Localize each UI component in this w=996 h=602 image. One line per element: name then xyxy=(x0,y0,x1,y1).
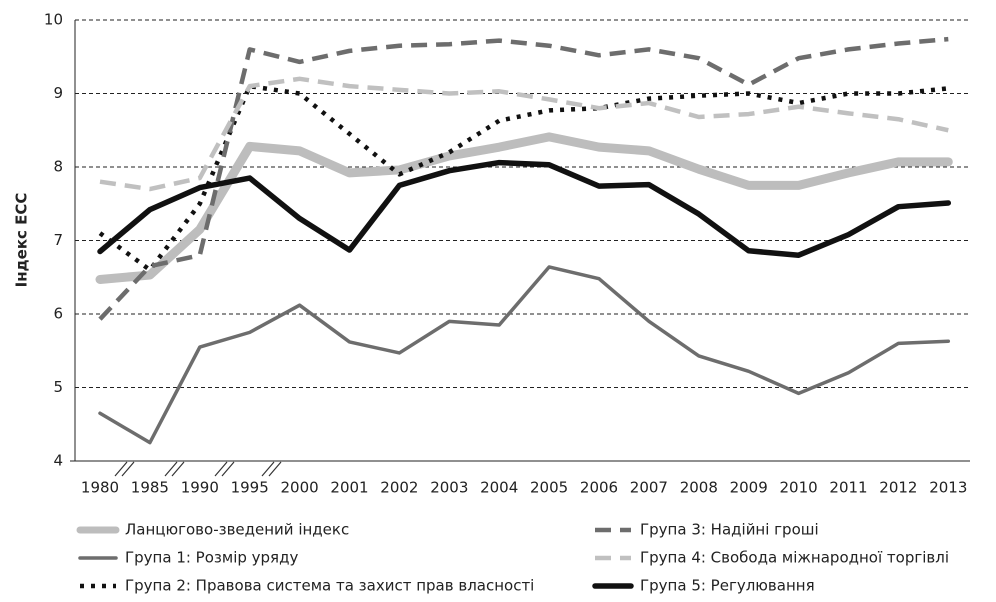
legend-label: Група 3: Надійні гроші xyxy=(640,521,819,539)
x-tick-label: 1980 xyxy=(81,479,119,497)
y-tick-label: 8 xyxy=(53,158,63,176)
y-axis-label: Індекс ЕСС xyxy=(13,193,31,288)
series-line xyxy=(99,76,949,192)
y-tick-label: 10 xyxy=(44,11,63,29)
axis-breaks xyxy=(114,461,282,477)
y-tick-label: 7 xyxy=(53,231,63,249)
x-tick-label: 2011 xyxy=(829,479,867,497)
x-tick-label: 1985 xyxy=(131,479,169,497)
legend-label: Група 2: Правова система та захист прав … xyxy=(125,577,534,595)
series-line xyxy=(98,36,949,321)
x-tick-label: 2009 xyxy=(730,479,768,497)
series-line xyxy=(95,132,953,284)
x-tick-label: 2007 xyxy=(630,479,668,497)
legend-label: Група 5: Регулювання xyxy=(640,577,815,595)
x-tick-label: 2013 xyxy=(929,479,967,497)
legend-label: Ланцюгово-зведений індекс xyxy=(125,521,349,539)
y-tick-label: 6 xyxy=(53,305,63,323)
x-tick-label: 2005 xyxy=(530,479,568,497)
x-tick-label: 2003 xyxy=(430,479,468,497)
y-tick-label: 5 xyxy=(53,378,63,396)
x-tick-label: 2008 xyxy=(680,479,718,497)
x-tick-label: 1990 xyxy=(181,479,219,497)
x-tick-label: 2001 xyxy=(330,479,368,497)
series-line xyxy=(98,265,951,445)
x-tick-label: 2012 xyxy=(879,479,917,497)
y-tick-label: 4 xyxy=(53,452,63,470)
legend-label: Група 4: Свобода міжнародної торгівлі xyxy=(640,549,949,567)
y-tick-label: 9 xyxy=(53,84,63,102)
series-line xyxy=(97,159,952,258)
x-tick-label: 2006 xyxy=(580,479,618,497)
x-tick-label: 2010 xyxy=(780,479,818,497)
legend-label: Група 1: Розмір уряду xyxy=(125,549,298,567)
x-tick-label: 1995 xyxy=(231,479,269,497)
x-tick-label: 2000 xyxy=(281,479,319,497)
x-tick-label: 2004 xyxy=(480,479,518,497)
x-tick-label: 2002 xyxy=(380,479,418,497)
